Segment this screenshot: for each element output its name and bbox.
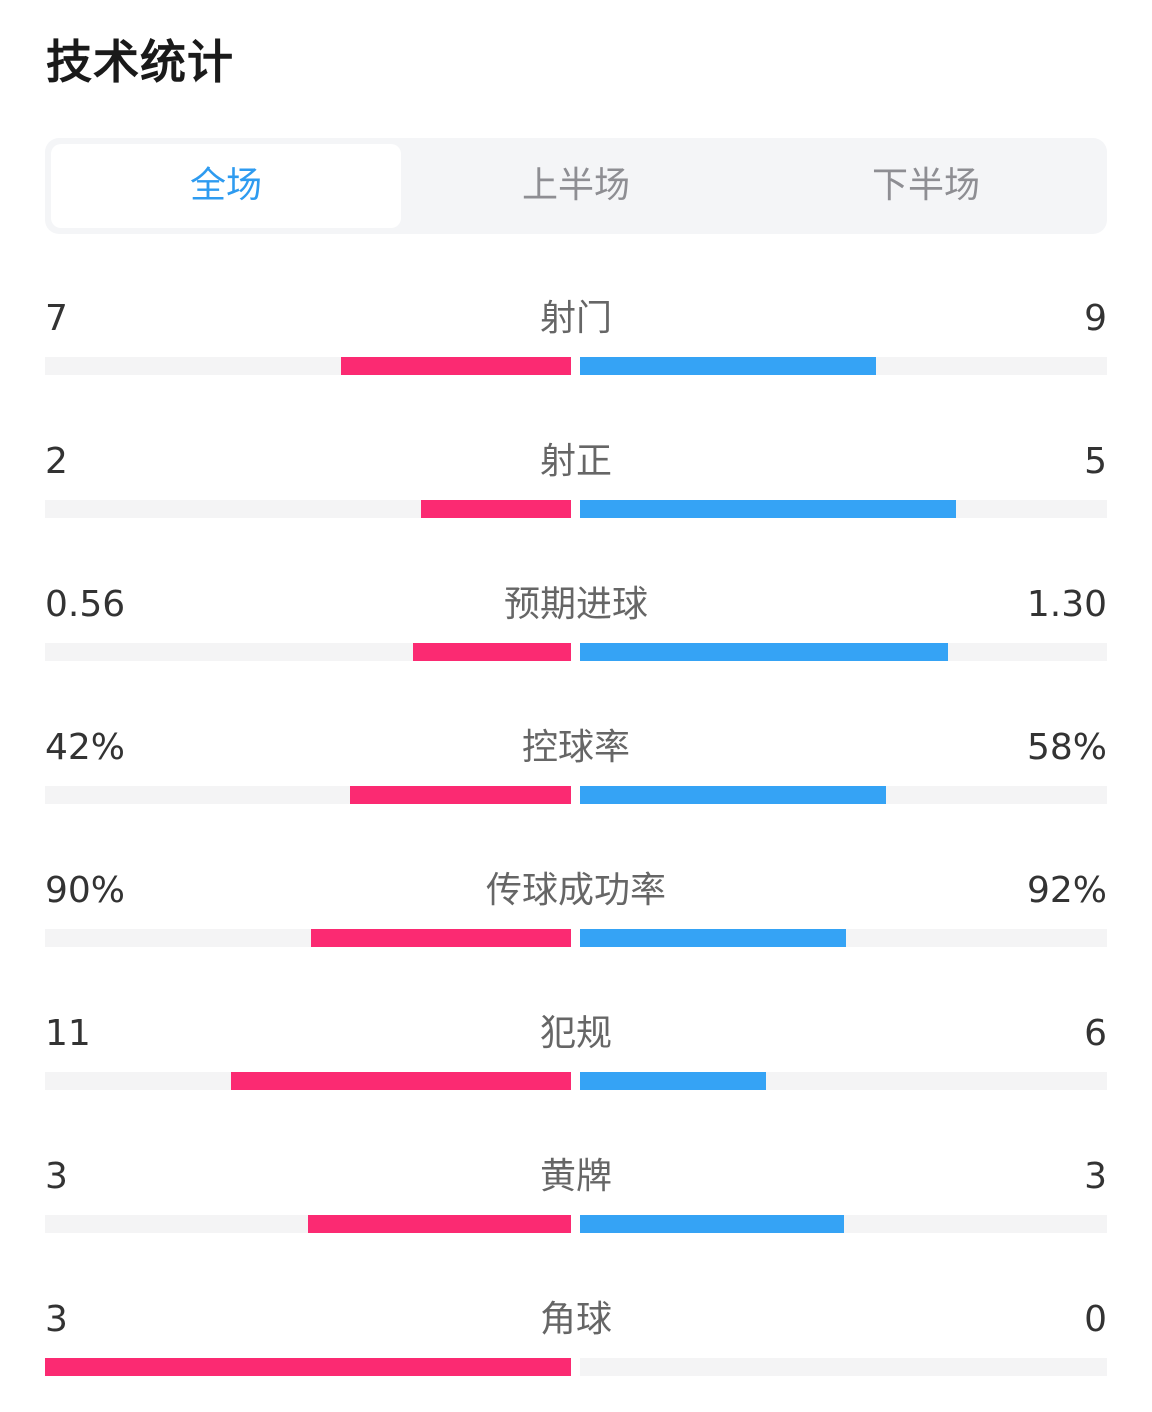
away-value: 58% [1026, 727, 1107, 768]
away-value: 9 [1084, 298, 1107, 339]
stat-label: 射门 [539, 298, 612, 339]
period-tabs: 全场 上半场 下半场 [45, 138, 1107, 234]
away-value: 0 [1084, 1299, 1107, 1340]
away-bar-track [580, 500, 1107, 518]
away-bar [580, 929, 847, 947]
home-bar [340, 357, 571, 375]
away-value: 1.30 [1026, 584, 1107, 625]
stat-row-corners: 3 角球 0 [45, 1294, 1107, 1394]
away-bar-track [580, 786, 1107, 804]
away-bar-track [580, 643, 1107, 661]
home-bar [45, 1358, 571, 1376]
away-bar-track [580, 1072, 1107, 1090]
stat-label: 控球率 [521, 727, 630, 768]
away-bar-track [580, 929, 1107, 947]
home-bar-track [45, 786, 571, 804]
home-bar [230, 1072, 571, 1090]
home-value: 2 [45, 441, 68, 482]
home-bar [420, 500, 571, 518]
stat-label: 犯规 [539, 1013, 612, 1054]
stat-label: 射正 [539, 441, 612, 482]
stat-row-yellow-cards: 3 黄牌 3 [45, 1151, 1107, 1251]
home-bar [412, 643, 571, 661]
stat-row-pass-accuracy: 90% 传球成功率 92% [45, 865, 1107, 965]
tab-second-half[interactable]: 下半场 [871, 165, 980, 206]
away-bar [580, 357, 877, 375]
home-value: 42% [45, 727, 126, 768]
home-bar [308, 1215, 571, 1233]
stat-row-expected-goals: 0.56 预期进球 1.30 [45, 579, 1107, 679]
away-bar [580, 500, 957, 518]
home-bar-track [45, 1358, 571, 1376]
home-value: 3 [45, 1156, 68, 1197]
stat-row-shots: 7 射门 9 [45, 293, 1107, 393]
stat-row-shots-on-target: 2 射正 5 [45, 436, 1107, 536]
stat-label: 传球成功率 [485, 870, 666, 911]
tab-full-match[interactable]: 全场 [51, 144, 401, 228]
home-value: 0.56 [45, 584, 126, 625]
away-bar [580, 786, 886, 804]
away-bar [580, 1215, 844, 1233]
home-bar [310, 929, 571, 947]
page-title: 技术统计 [46, 35, 234, 89]
stat-label: 黄牌 [539, 1156, 612, 1197]
tab-first-half[interactable]: 上半场 [521, 165, 630, 206]
away-value: 92% [1026, 870, 1107, 911]
away-bar [580, 1072, 766, 1090]
away-value: 3 [1084, 1156, 1107, 1197]
home-bar-track [45, 500, 571, 518]
home-bar-track [45, 929, 571, 947]
home-value: 3 [45, 1299, 68, 1340]
home-value: 90% [45, 870, 126, 911]
away-bar-track [580, 357, 1107, 375]
stat-label: 角球 [539, 1299, 612, 1340]
home-bar-track [45, 357, 571, 375]
home-bar-track [45, 1072, 571, 1090]
home-bar-track [45, 643, 571, 661]
stat-row-possession: 42% 控球率 58% [45, 722, 1107, 822]
away-value: 5 [1084, 441, 1107, 482]
home-bar [350, 786, 571, 804]
home-value: 7 [45, 298, 68, 339]
away-bar [580, 643, 949, 661]
stat-row-fouls: 11 犯规 6 [45, 1008, 1107, 1108]
away-value: 6 [1084, 1013, 1107, 1054]
home-value: 11 [45, 1013, 91, 1054]
away-bar-track [580, 1358, 1107, 1376]
stat-label: 预期进球 [503, 584, 648, 625]
home-bar-track [45, 1215, 571, 1233]
away-bar-track [580, 1215, 1107, 1233]
